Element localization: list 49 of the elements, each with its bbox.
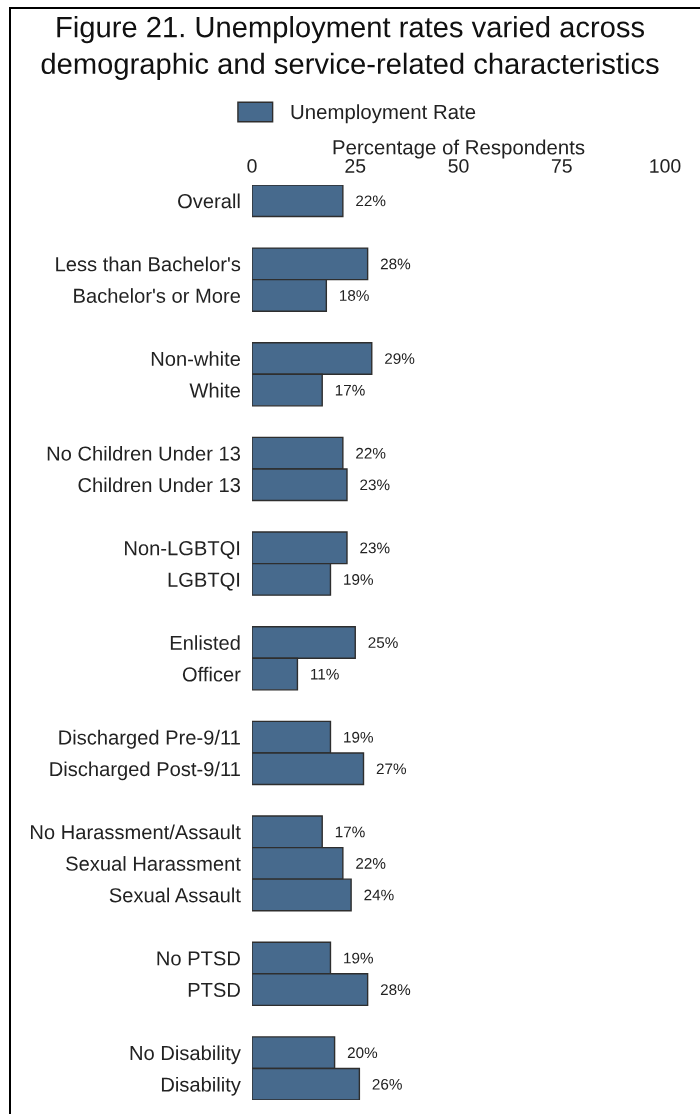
data-label: 26% — [372, 1078, 402, 1090]
data-label: 17% — [335, 826, 365, 838]
y-tick-label: Non-white — [151, 351, 240, 367]
data-label: 20% — [347, 1047, 378, 1059]
y-tick-label: Officer — [182, 666, 241, 682]
data-label: 19% — [344, 952, 373, 964]
data-label: 22% — [356, 447, 386, 459]
x-tick-label: 0 — [247, 159, 257, 173]
bar — [252, 185, 344, 218]
x-tick-label: 100 — [650, 159, 681, 173]
y-tick-label: No Children Under 13 — [47, 445, 241, 461]
y-tick-label: Less than Bachelor's — [56, 256, 241, 272]
y-tick-label: Enlisted — [170, 635, 240, 650]
x-tick-label: 25 — [345, 159, 366, 173]
data-label: 29% — [385, 353, 415, 365]
data-label: 19% — [344, 574, 373, 585]
y-tick-label: Children Under 13 — [78, 477, 241, 493]
x-tick-label: 50 — [448, 159, 469, 173]
y-tick-label: Bachelor's or More — [74, 288, 240, 303]
y-tick-label: White — [189, 382, 240, 398]
data-label: 17% — [335, 384, 365, 396]
y-tick-label: Discharged Pre-9/11 — [59, 729, 240, 749]
y-tick-label: No Disability — [130, 1045, 241, 1065]
y-tick-label: Disability — [161, 1076, 241, 1096]
data-label: 22% — [356, 858, 386, 869]
y-tick-label: Sexual Harassment — [66, 856, 241, 871]
y-tick-label: PTSD — [188, 982, 240, 998]
y-tick-label: No Harassment/Assault — [31, 824, 241, 840]
y-tick-label: Overall — [178, 193, 240, 209]
data-label: 22% — [356, 195, 386, 207]
data-label: 23% — [360, 479, 390, 491]
data-label: 27% — [376, 763, 407, 775]
y-tick-label: Discharged Post-9/11 — [50, 761, 240, 781]
y-tick-label: Sexual Assault — [109, 887, 241, 903]
data-label: 18% — [340, 290, 369, 301]
chart-title: Figure 21. Unemployment rates varied across demographic and service-related characteristics — [41, 16, 659, 80]
data-label: 28% — [380, 258, 411, 270]
data-label: 11% — [311, 668, 339, 680]
data-label: 23% — [360, 542, 390, 554]
data-label: 19% — [344, 731, 373, 743]
data-label: 28% — [380, 984, 411, 996]
x-tick-label: 75 — [551, 159, 572, 173]
data-label: 24% — [364, 889, 394, 901]
legend-label: Unemployment Rate — [291, 104, 476, 124]
y-tick-label: No PTSD — [157, 951, 240, 966]
x-axis-title: Percentage of Respondents — [333, 139, 585, 159]
y-tick-label: Non-LGBTQI — [125, 541, 240, 559]
data-label: 25% — [368, 637, 398, 648]
y-tick-label: LGBTQI — [168, 572, 240, 591]
